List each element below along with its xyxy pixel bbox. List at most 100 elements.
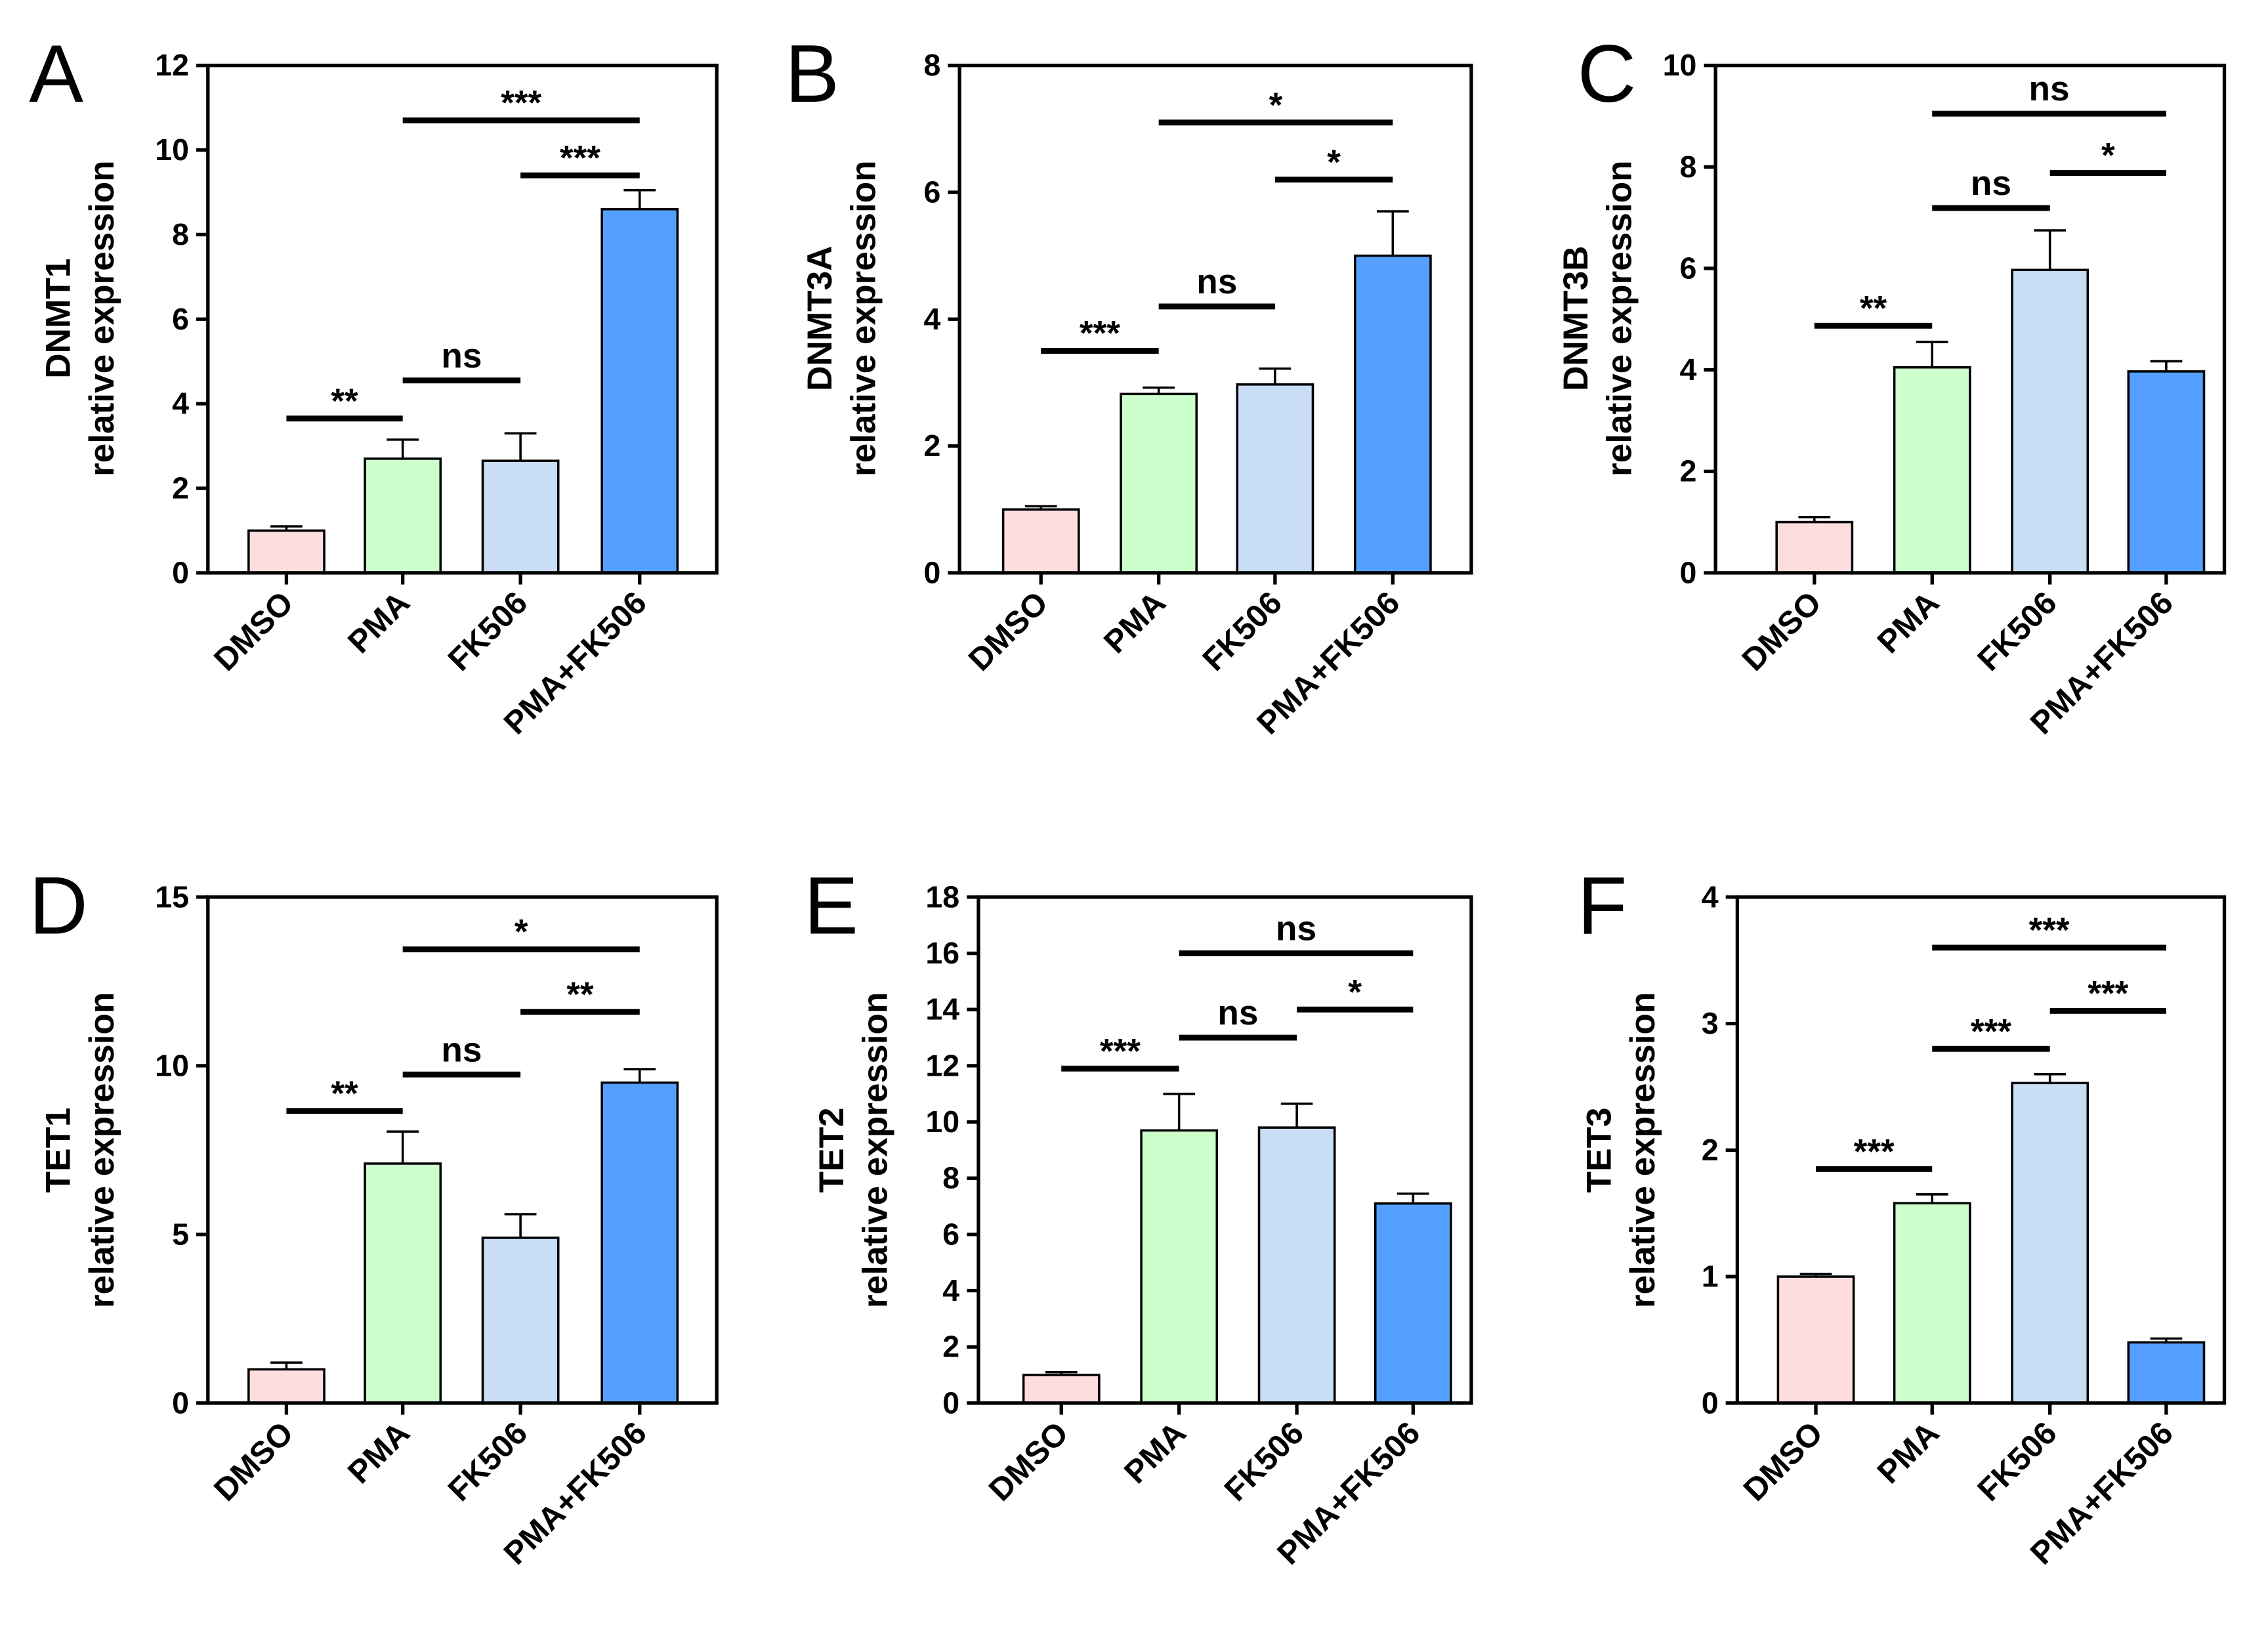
plot-frame — [1713, 64, 2227, 575]
significance-label: ns — [441, 1030, 482, 1069]
panel-letter: A — [29, 29, 83, 119]
x-tick-label: PMA — [1097, 585, 1173, 660]
significance-label: ** — [331, 1074, 358, 1113]
y-tick-label: 12 — [925, 1048, 959, 1082]
y-tick-label: 1 — [1702, 1259, 1719, 1294]
y-axis-label: TET2 relative expression — [812, 992, 894, 1309]
significance-label: *** — [560, 138, 600, 177]
y-tick-label: 0 — [1702, 1385, 1719, 1420]
bar-pma-fk506 — [2127, 370, 2206, 574]
y-tick-label: 10 — [155, 1048, 189, 1082]
bar-dmso — [1022, 1374, 1101, 1405]
bar-pma-fk506 — [600, 207, 679, 574]
y-tick-label: 8 — [923, 48, 940, 82]
y-tick-label: 6 — [923, 175, 940, 209]
y-tick-label: 3 — [1702, 1006, 1719, 1040]
x-tick-label: DMSO — [207, 1415, 301, 1508]
significance-label: *** — [2088, 974, 2128, 1013]
panel-letter: F — [1578, 860, 1628, 951]
y-tick-label: 8 — [942, 1161, 959, 1195]
x-tick-label: FK506 — [1971, 585, 2064, 678]
y-tick-label: 18 — [925, 879, 959, 914]
bar-pma-fk506 — [2127, 1341, 2206, 1405]
bar-fk506 — [2011, 1082, 2090, 1405]
bar-dmso — [247, 1368, 326, 1405]
y-axis-label-line: relative expression — [83, 992, 121, 1309]
plot-frame — [206, 895, 719, 1405]
panel-letter: B — [785, 29, 839, 119]
bar-pma — [364, 1162, 442, 1405]
significance-label: ns — [441, 337, 482, 375]
significance-label: * — [2101, 137, 2115, 175]
y-tick-label: 14 — [925, 992, 959, 1026]
significance-label: *** — [501, 84, 541, 123]
y-tick-label: 6 — [942, 1217, 959, 1251]
y-axis-label-line: TET1 — [39, 1107, 77, 1193]
x-tick-label: PMA — [1871, 585, 1946, 660]
bar-fk506 — [481, 1236, 560, 1405]
y-axis-label-line: DNMT3A — [801, 245, 839, 391]
y-axis-label-line: TET3 — [1580, 1107, 1619, 1193]
y-axis-label: TET3 relative expression — [1580, 992, 1662, 1309]
x-tick-label: DMSO — [962, 585, 1055, 678]
x-tick-label: DMSO — [207, 585, 301, 678]
y-tick-label: 10 — [155, 133, 189, 167]
y-axis-label-line: DNMT3B — [1557, 245, 1595, 391]
y-tick-label: 0 — [1679, 555, 1696, 589]
y-tick-label: 12 — [155, 48, 189, 82]
y-axis-label: TET1 relative expression — [39, 992, 121, 1309]
y-tick-label: 8 — [172, 217, 189, 251]
x-tick-label: FK506 — [1218, 1415, 1311, 1508]
y-tick-label: 5 — [172, 1217, 189, 1251]
plot-frame — [976, 895, 1473, 1405]
y-tick-label: 10 — [1663, 48, 1697, 82]
bar-pma — [364, 457, 442, 574]
bar-pma — [1893, 1202, 1971, 1405]
y-axis-label-line: relative expression — [1601, 160, 1639, 476]
significance-label: * — [514, 913, 528, 952]
bar-fk506 — [1257, 1126, 1336, 1405]
y-axis-label-line: DNMT1 — [39, 259, 77, 379]
bar-dmso — [247, 529, 326, 574]
panel-letter: D — [29, 860, 88, 951]
y-tick-label: 2 — [942, 1330, 959, 1364]
significance-label: *** — [2029, 911, 2070, 950]
y-tick-label: 2 — [1679, 454, 1696, 488]
bar-pma-fk506 — [1374, 1202, 1452, 1405]
bar-dmso — [1001, 508, 1080, 574]
bar-fk506 — [1236, 383, 1314, 574]
y-tick-label: 4 — [923, 302, 940, 336]
y-tick-label: 4 — [1702, 879, 1719, 914]
x-tick-label: FK506 — [1196, 585, 1289, 678]
significance-label: ns — [1971, 164, 2011, 203]
significance-label: ns — [1217, 994, 1258, 1032]
y-tick-label: 0 — [172, 1385, 189, 1420]
significance-label: ns — [1276, 910, 1316, 948]
panel-letter: E — [804, 860, 858, 951]
y-axis-label: DNMT3A relative expression — [801, 160, 883, 476]
x-tick-label: FK506 — [1971, 1415, 2064, 1508]
bar-dmso — [1775, 520, 1854, 574]
x-tick-label: FK506 — [442, 1415, 535, 1508]
significance-label: ** — [331, 382, 358, 421]
x-tick-label: PMA — [1118, 1415, 1193, 1490]
y-axis-label-line: relative expression — [83, 160, 121, 476]
bar-pma — [1120, 392, 1198, 574]
y-tick-label: 2 — [923, 429, 940, 463]
y-tick-label: 2 — [1702, 1133, 1719, 1167]
significance-label: *** — [1080, 314, 1120, 353]
y-tick-label: 8 — [1679, 150, 1696, 184]
y-tick-label: 6 — [172, 302, 189, 336]
x-tick-label: PMA — [341, 1415, 417, 1490]
bar-pma-fk506 — [600, 1081, 679, 1405]
bar-fk506 — [2011, 268, 2090, 574]
y-tick-label: 0 — [942, 1385, 959, 1420]
significance-label: ns — [2029, 70, 2070, 108]
bar-pma-fk506 — [1353, 254, 1432, 574]
panel-letter: C — [1578, 29, 1637, 119]
y-tick-label: 16 — [925, 936, 959, 970]
